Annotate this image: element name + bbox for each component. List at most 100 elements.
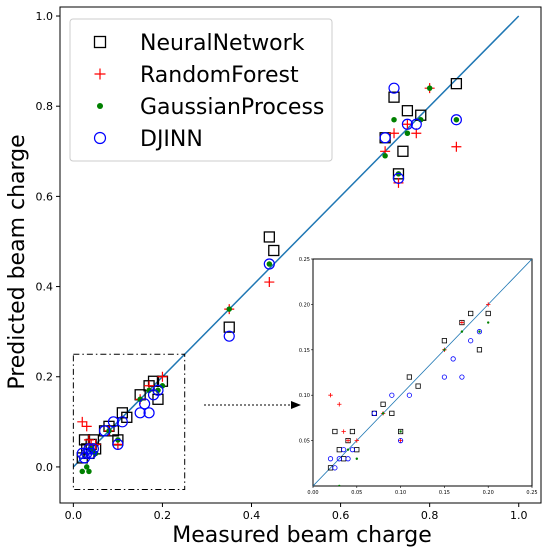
data-point-dot (86, 468, 92, 475)
data-point-plus (328, 393, 333, 398)
data-point-circle (379, 132, 391, 144)
data-point-circle (371, 410, 377, 416)
data-point-circle (98, 425, 111, 437)
main-plot-frame (59, 6, 542, 504)
data-point-dot (453, 116, 460, 123)
data-point-circle (87, 443, 100, 455)
data-point-dot (460, 330, 464, 333)
data-point-circle (112, 438, 124, 450)
x-tick-label: 0.8 (421, 509, 439, 522)
data-point-dot (226, 306, 232, 312)
data-point-square (389, 410, 395, 416)
data-point-plus (264, 277, 275, 288)
inset-identity-line (313, 259, 532, 486)
data-point-dot (404, 130, 411, 137)
data-point-square (388, 91, 400, 103)
data-point-square (380, 401, 386, 407)
data-point-square (397, 428, 404, 435)
data-point-circle (93, 131, 107, 145)
data-point-dot (443, 348, 446, 352)
x-tick-label: 0.6 (332, 509, 350, 522)
data-point-plus (83, 434, 94, 445)
data-point-circle (392, 172, 405, 184)
data-point-plus (354, 438, 359, 443)
data-point-circle (107, 416, 120, 428)
inset-series-DJINN (327, 329, 483, 471)
data-point-square (468, 310, 474, 317)
legend-label: GaussianProcess (140, 95, 324, 120)
legend-box (69, 18, 333, 162)
data-point-square (441, 338, 448, 344)
data-point-plus (81, 421, 92, 432)
data-point-circle (406, 392, 412, 398)
data-point-circle (450, 114, 462, 126)
data-point-circle (476, 329, 483, 335)
data-point-square (476, 347, 483, 353)
data-point-circle (401, 118, 413, 130)
data-point-dot (486, 321, 490, 324)
data-point-square (397, 145, 409, 157)
data-point-dot (146, 387, 152, 394)
data-point-circle (327, 456, 334, 462)
legend-label: RandomForest (140, 63, 299, 88)
data-point-circle (397, 437, 404, 444)
data-point-plus (77, 416, 88, 427)
inset-y-tick-label: 0.15 (299, 348, 310, 354)
data-point-circle (349, 447, 356, 453)
inset-x-tick-label: 0.20 (483, 490, 494, 496)
data-point-circle (139, 398, 151, 410)
x-tick-label: 0.4 (243, 509, 261, 522)
data-point-dot (159, 383, 166, 389)
data-point-dot (381, 412, 385, 415)
x-tick-label: 0.2 (154, 509, 172, 522)
data-point-circle (152, 384, 164, 396)
inset-x-tick-label: 0.25 (526, 490, 537, 496)
data-point-dot (382, 153, 388, 159)
data-point-plus (398, 438, 403, 443)
inset-x-tick-label: 0.15 (439, 490, 450, 496)
data-point-circle (134, 407, 146, 419)
data-point-dot (155, 387, 161, 394)
legend-item-GaussianProcess: GaussianProcess (96, 95, 324, 120)
data-point-dot (79, 468, 86, 475)
inset-y-tick-label: 0.25 (299, 257, 310, 263)
legend-item-RandomForest: RandomForest (94, 63, 299, 88)
data-point-plus (157, 371, 168, 382)
data-point-circle (389, 392, 395, 398)
y-axis-label: Predicted beam charge (5, 134, 30, 389)
data-point-square (415, 383, 421, 389)
data-point-circle (345, 456, 351, 462)
y-tick-label: 0.4 (36, 281, 54, 294)
data-point-circle (410, 118, 422, 130)
data-point-dot (478, 330, 481, 333)
data-point-circle (450, 356, 456, 362)
inset-y-tick-label: 0.05 (299, 439, 310, 445)
inset-x-tick-label: 0.05 (351, 490, 362, 496)
data-point-circle (388, 82, 400, 94)
data-point-square (485, 310, 491, 317)
legend-label: NeuralNetwork (140, 31, 305, 56)
data-point-circle (341, 447, 347, 453)
data-point-dot (137, 396, 143, 403)
data-point-square (332, 428, 338, 435)
data-point-circle (332, 465, 338, 471)
data-point-plus (341, 429, 346, 434)
y-tick-label: 0.6 (36, 190, 54, 203)
legend-label: DJINN (140, 127, 203, 152)
inset-x-tick-label: 0.10 (395, 490, 406, 496)
x-tick-label: 0.0 (65, 509, 83, 522)
data-point-plus (411, 128, 422, 139)
inset-y-tick-label: 0.10 (299, 393, 310, 399)
data-point-plus (486, 302, 491, 307)
data-point-circle (441, 374, 447, 380)
data-point-circle (336, 456, 342, 462)
y-tick-label: 0.2 (36, 371, 54, 384)
data-point-plus (459, 320, 465, 325)
x-axis-label: Measured beam charge (172, 523, 432, 548)
data-point-dot (346, 448, 350, 451)
main-plot-area: 0.0 0.2 0.4 0.6 0.8 1.0 0.0 0.2 0.4 0.6 0.8 1.0 (36, 6, 542, 522)
inset-series-RandomForest (328, 302, 491, 443)
data-point-dot (266, 261, 273, 267)
legend-item-DJINN: DJINN (93, 127, 203, 152)
data-point-plus (451, 141, 462, 152)
